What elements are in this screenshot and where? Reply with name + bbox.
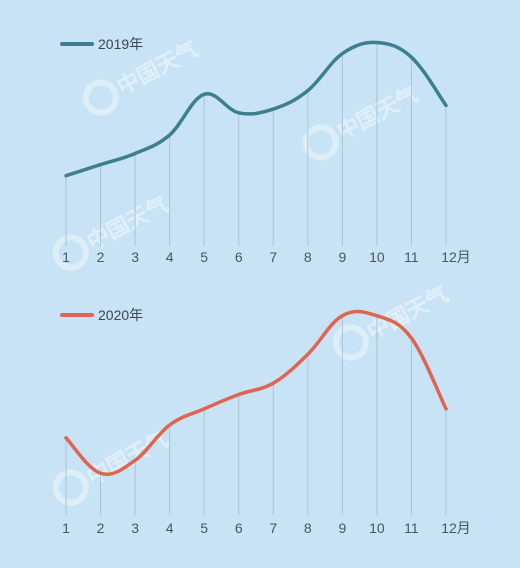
x-tick-label: 5 bbox=[200, 249, 208, 265]
x-tick-label: 5 bbox=[200, 520, 208, 536]
x-tick-label: 9 bbox=[338, 520, 346, 536]
legend-label: 2019年 bbox=[98, 36, 143, 52]
watermark-5: 中国天气 bbox=[52, 426, 172, 506]
legend-label: 2020年 bbox=[98, 307, 143, 323]
gridlines bbox=[65, 315, 447, 515]
x-tick-label: 2 bbox=[97, 249, 105, 265]
x-tick-label: 6 bbox=[235, 520, 243, 536]
series-lines bbox=[64, 309, 448, 476]
x-tick-label: 8 bbox=[304, 520, 312, 536]
watermark-layer: 中国天气 中国天气 中国天气 中国天气 中国天气 bbox=[52, 36, 452, 506]
gridlines bbox=[65, 42, 447, 246]
x-tick-label: 1 bbox=[62, 520, 70, 536]
watermark-logo-icon bbox=[82, 79, 119, 116]
watermark-logo-icon bbox=[52, 469, 89, 506]
x-tick-label: 3 bbox=[131, 249, 139, 265]
watermark-logo-icon bbox=[52, 234, 89, 271]
watermark-text: 中国天气 bbox=[333, 81, 422, 144]
x-tick-label: 2 bbox=[97, 520, 105, 536]
x-tick-label: 7 bbox=[269, 520, 277, 536]
x-tick-label: 4 bbox=[166, 249, 174, 265]
x-tick-label: 8 bbox=[304, 249, 312, 265]
watermark-text: 中国天气 bbox=[83, 191, 172, 254]
x-tick-label: 11 bbox=[404, 249, 419, 265]
x-tick-label: 9 bbox=[338, 249, 346, 265]
x-tick-label: 10 bbox=[369, 249, 385, 265]
series-line bbox=[64, 40, 448, 178]
x-tick-label: 4 bbox=[166, 520, 174, 536]
watermark-logo-icon bbox=[332, 324, 369, 361]
x-tick-label: 7 bbox=[269, 249, 277, 265]
x-tick-label: 3 bbox=[131, 520, 139, 536]
x-tick-label: 12月 bbox=[441, 520, 471, 536]
x-tick-label: 6 bbox=[235, 249, 243, 265]
x-tick-label: 1 bbox=[62, 249, 70, 265]
x-tick-label: 11 bbox=[404, 520, 419, 536]
series-lines bbox=[64, 40, 448, 178]
watermark-2: 中国天气 bbox=[302, 81, 422, 161]
x-tick-label: 10 bbox=[369, 520, 385, 536]
chart-panel-2020: 2020年 1 2 3 4 5 6 7 8 9 10 11 12月 bbox=[60, 307, 471, 536]
x-axis-ticks: 1 2 3 4 5 6 7 8 9 10 11 12月 bbox=[62, 520, 471, 536]
chart-panel-2019: 2019年 1 2 3 4 5 6 7 8 9 10 11 12月 bbox=[60, 36, 471, 265]
x-tick-label: 12月 bbox=[441, 249, 471, 265]
x-axis-ticks: 1 2 3 4 5 6 7 8 9 10 11 12月 bbox=[62, 249, 471, 265]
series-line bbox=[64, 309, 448, 476]
